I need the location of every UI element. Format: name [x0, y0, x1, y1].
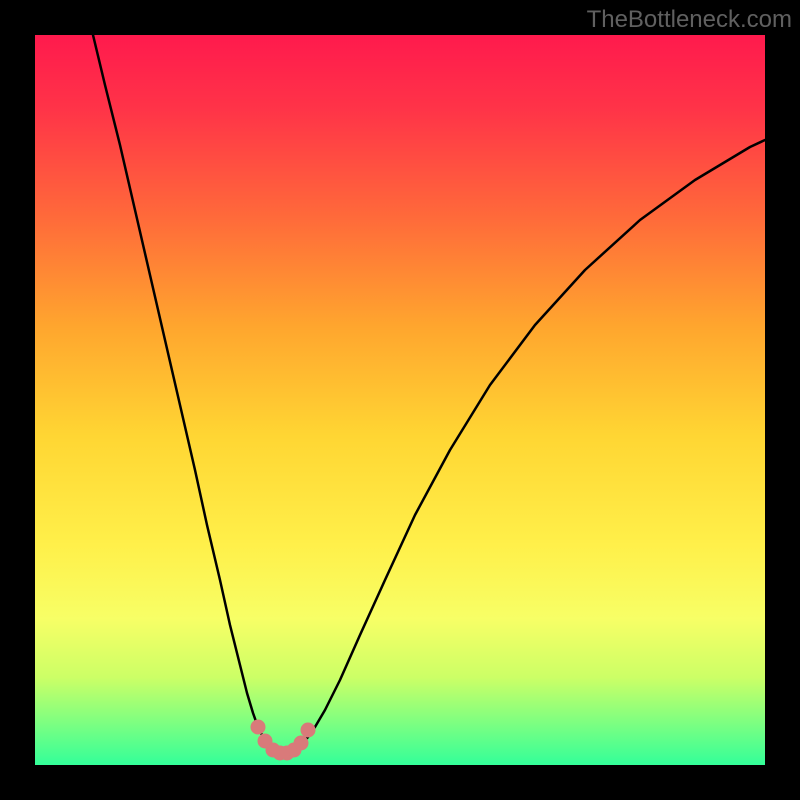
watermark-text: TheBottleneck.com	[587, 6, 792, 34]
plot-area	[35, 35, 765, 765]
chart-canvas: TheBottleneck.com	[0, 0, 800, 800]
valley-marker	[251, 720, 265, 734]
bottleneck-curve	[93, 35, 765, 753]
valley-marker	[294, 736, 308, 750]
valley-marker-group	[251, 720, 315, 760]
valley-marker	[301, 723, 315, 737]
curve-layer	[35, 35, 765, 765]
